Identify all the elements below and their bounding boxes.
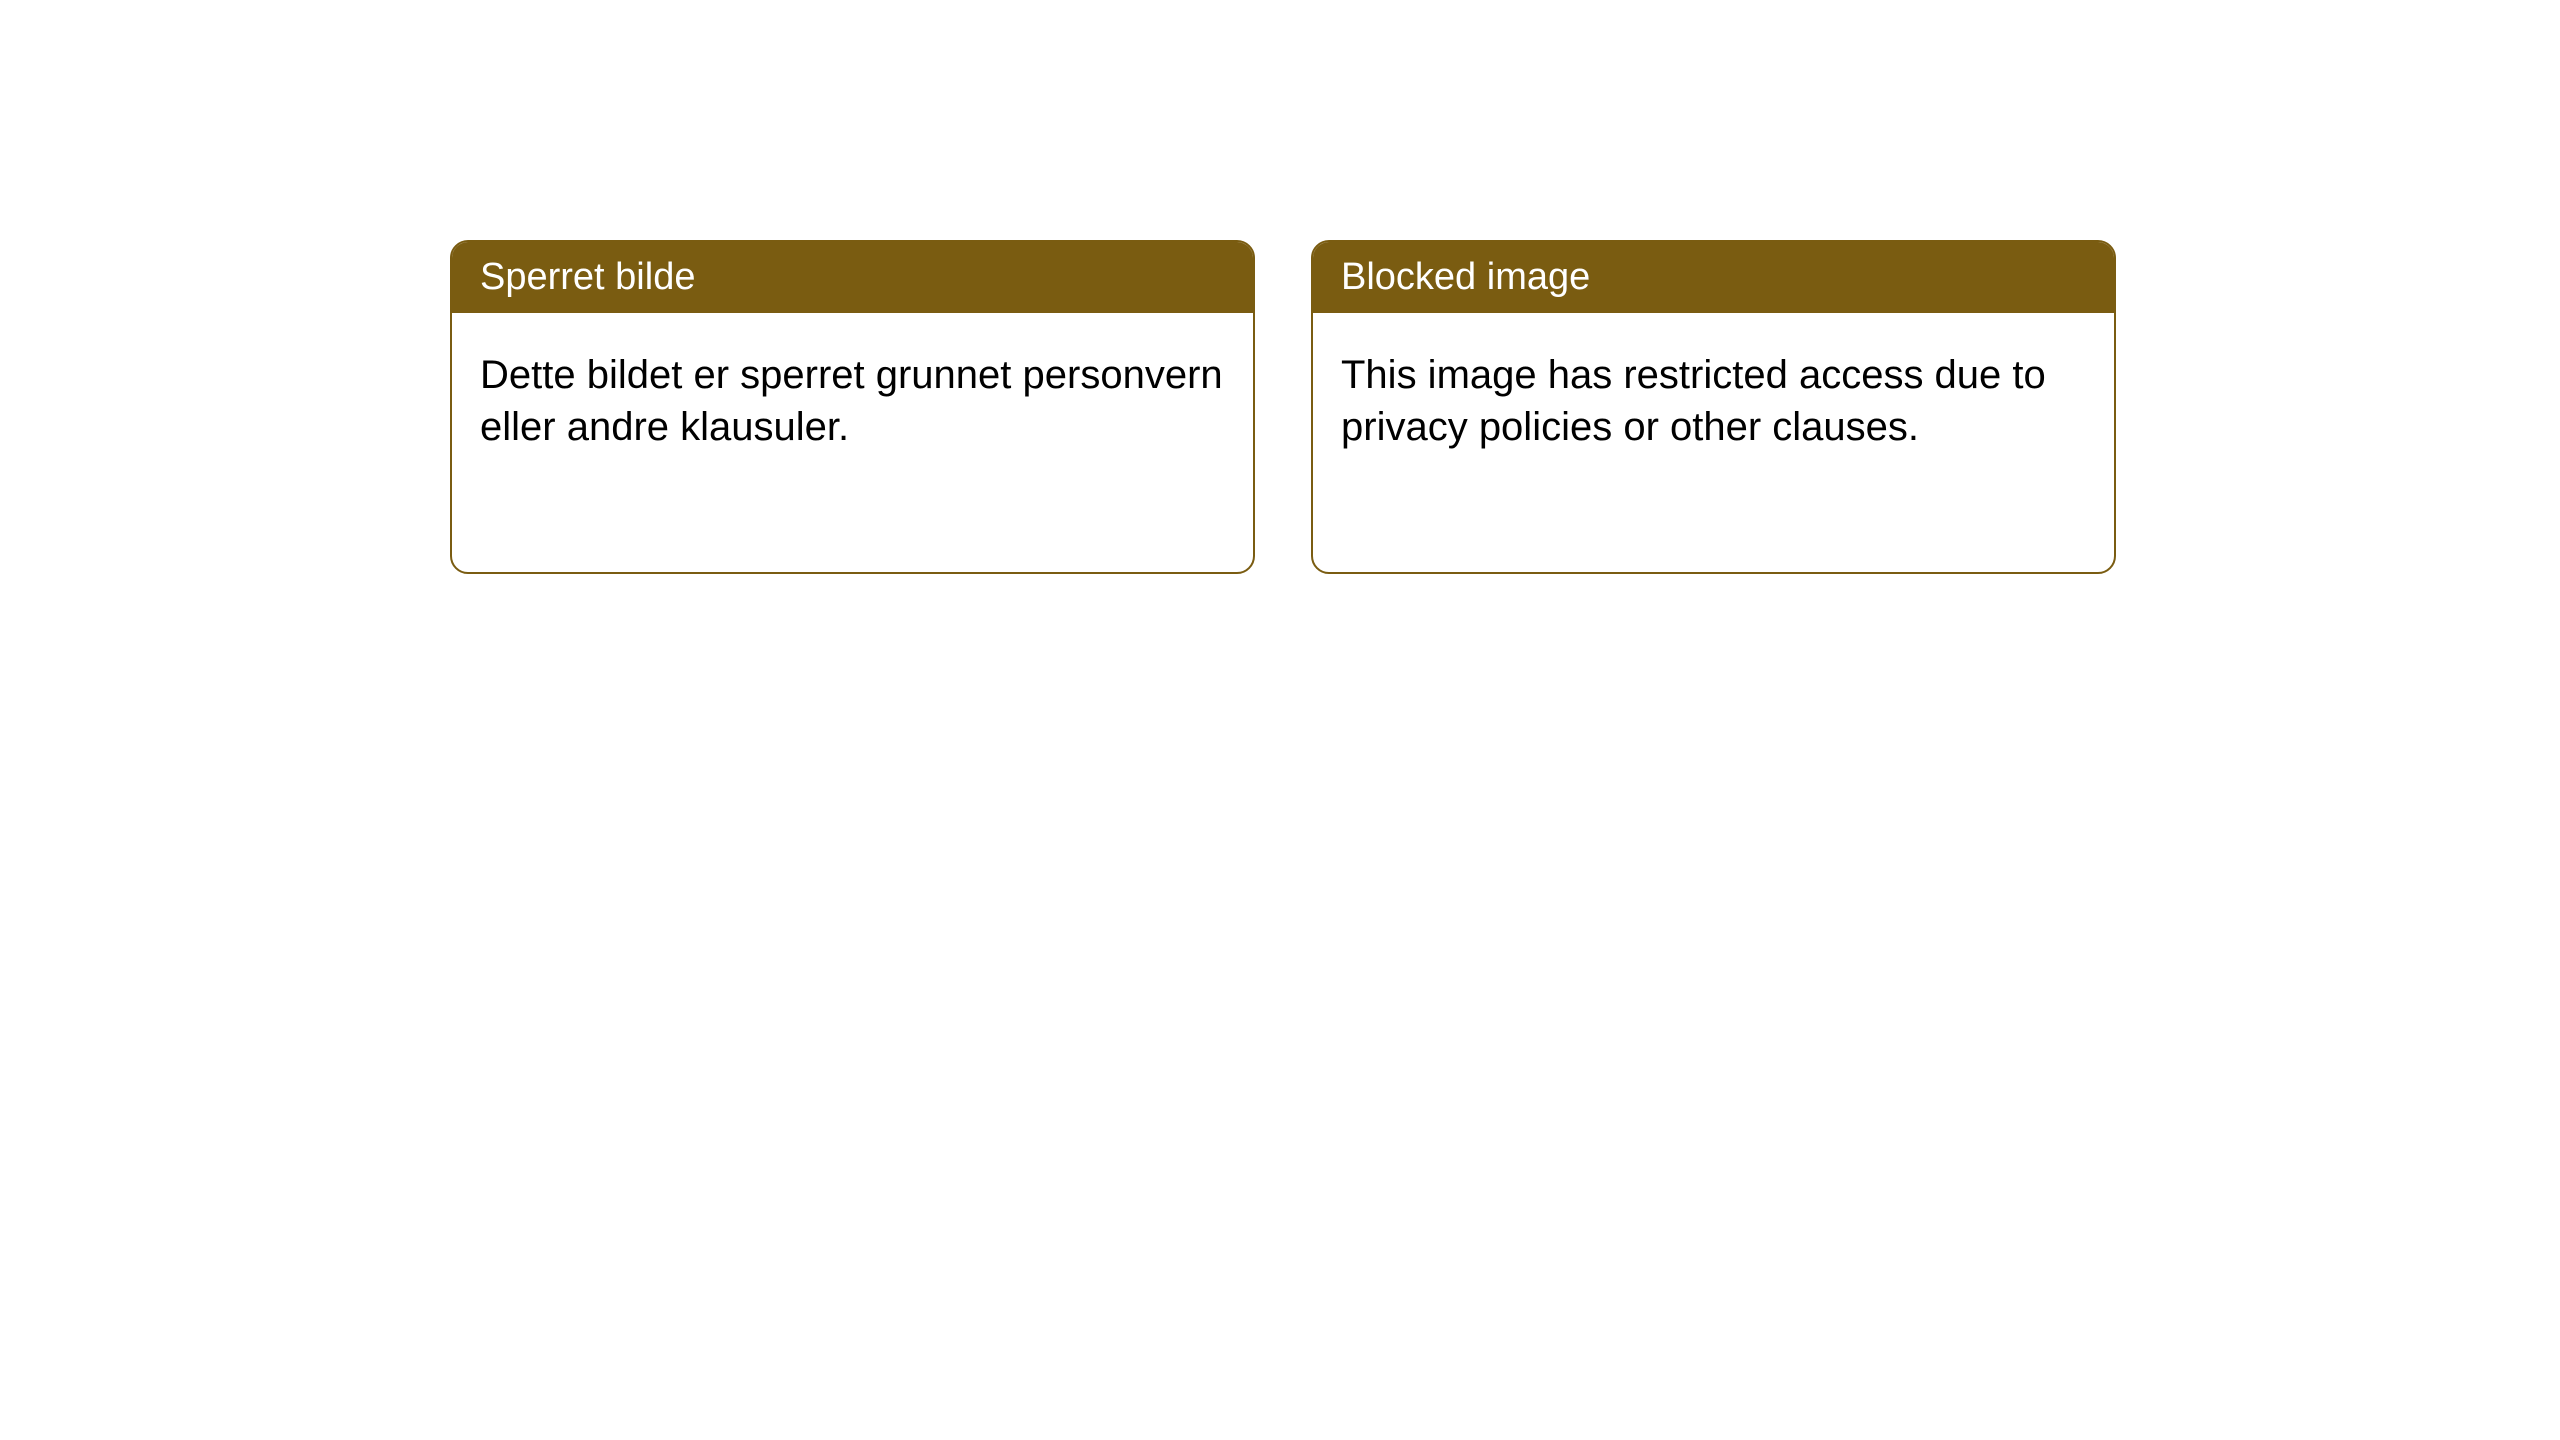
notice-card-english: Blocked image This image has restricted …: [1311, 240, 2116, 574]
notice-container: Sperret bilde Dette bildet er sperret gr…: [0, 0, 2560, 574]
card-title: Blocked image: [1341, 256, 1590, 298]
card-body: Dette bildet er sperret grunnet personve…: [452, 313, 1253, 489]
card-message: This image has restricted access due to …: [1341, 353, 2046, 449]
card-title: Sperret bilde: [480, 256, 695, 298]
card-header: Blocked image: [1313, 242, 2114, 313]
card-body: This image has restricted access due to …: [1313, 313, 2114, 489]
card-message: Dette bildet er sperret grunnet personve…: [480, 353, 1223, 449]
card-header: Sperret bilde: [452, 242, 1253, 313]
notice-card-norwegian: Sperret bilde Dette bildet er sperret gr…: [450, 240, 1255, 574]
